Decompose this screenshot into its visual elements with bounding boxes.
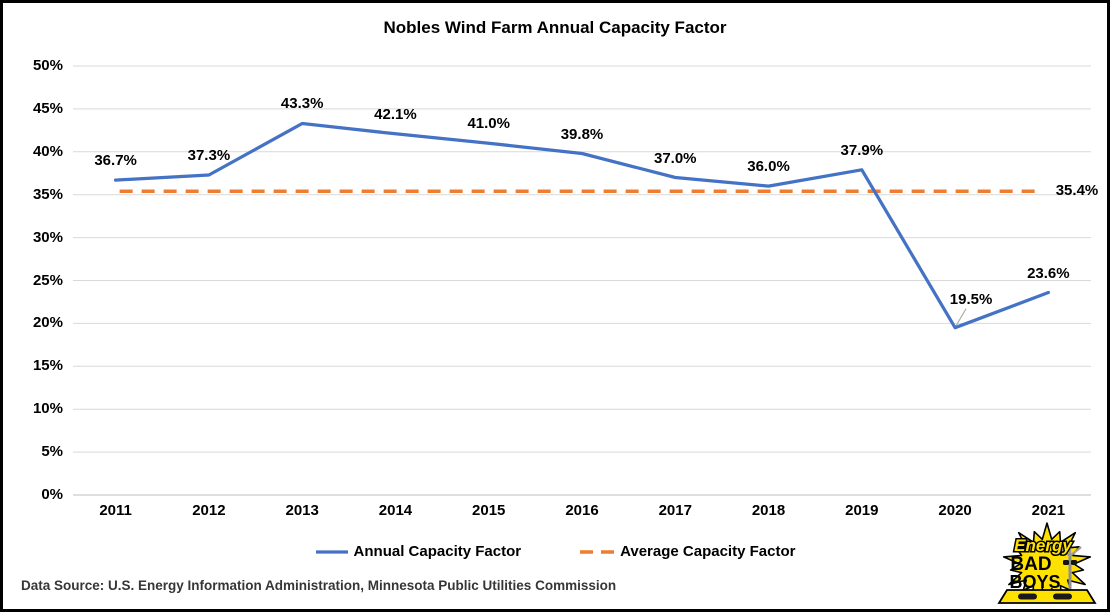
x-axis-label: 2012 bbox=[192, 502, 226, 519]
y-axis-tick-label: 50% bbox=[32, 57, 63, 74]
data-label-leader-line bbox=[955, 308, 967, 326]
data-label: 37.3% bbox=[187, 146, 231, 164]
y-axis-tick-label: 45% bbox=[32, 99, 63, 117]
legend-label-average: Average Capacity Factor bbox=[620, 543, 796, 560]
sunglasses-icon bbox=[1071, 560, 1077, 565]
data-label: 41.0% bbox=[467, 115, 510, 133]
y-axis-tick-label: 5% bbox=[41, 443, 63, 461]
average-value-label: 35.4% bbox=[1055, 182, 1099, 200]
x-axis-label: 2016 bbox=[565, 502, 599, 519]
x-axis-label: 2013 bbox=[285, 502, 319, 519]
y-axis-tick-label: 25% bbox=[32, 271, 63, 289]
legend-label-annual: Annual Capacity Factor bbox=[353, 543, 522, 560]
data-label: 43.3% bbox=[280, 95, 324, 113]
x-axis-label: 2017 bbox=[658, 502, 692, 519]
legend: Annual Capacity Factor Average Capacity … bbox=[3, 542, 1107, 562]
data-source-note: Data Source: U.S. Energy Information Adm… bbox=[21, 578, 617, 593]
x-axis-label: 2015 bbox=[472, 502, 506, 519]
logo-text-boys: BOYS bbox=[1009, 572, 1060, 592]
data-label: 42.1% bbox=[374, 105, 417, 123]
logo-text-bad: BAD bbox=[1010, 554, 1051, 575]
logo-text-energy: Energy bbox=[1014, 536, 1073, 555]
turntable-icon bbox=[1018, 593, 1037, 600]
x-axis-label: 2021 bbox=[1031, 502, 1066, 519]
sunglasses-icon bbox=[1063, 560, 1069, 565]
data-label: 23.6% bbox=[1027, 264, 1070, 282]
x-axis-label: 2020 bbox=[938, 502, 972, 519]
y-axis-tick-label: 20% bbox=[32, 314, 63, 332]
y-axis-tick-label: 40% bbox=[32, 142, 63, 160]
legend-item-annual-capacity-factor: Annual Capacity Factor bbox=[315, 542, 522, 562]
data-label: 36.0% bbox=[747, 158, 790, 176]
x-axis-label: 2019 bbox=[845, 502, 879, 519]
data-label: 37.0% bbox=[653, 149, 697, 167]
y-axis-tick-label: 0% bbox=[41, 486, 63, 503]
y-axis-tick-label: 15% bbox=[32, 357, 63, 375]
y-axis-tick-label: 35% bbox=[32, 185, 63, 203]
chart-title: Nobles Wind Farm Annual Capacity Factor bbox=[383, 18, 727, 37]
dj-deck-icon bbox=[997, 589, 1097, 604]
data-label: 19.5% bbox=[949, 290, 993, 308]
turntable-icon bbox=[1053, 593, 1072, 600]
x-axis-label: 2011 bbox=[99, 502, 132, 519]
annual-capacity-factor-line bbox=[113, 121, 1051, 330]
y-axis-tick-label: 10% bbox=[32, 400, 63, 418]
turbine-blade-icon bbox=[1069, 546, 1082, 557]
solid-line-swatch-icon bbox=[315, 550, 348, 554]
data-label: 36.7% bbox=[94, 152, 137, 170]
y-axis-tick-label: 30% bbox=[32, 228, 63, 246]
turbine-blade-icon bbox=[1058, 546, 1071, 557]
data-label: 37.9% bbox=[840, 141, 884, 159]
data-label: 39.8% bbox=[560, 125, 604, 143]
legend-item-average-capacity-factor: Average Capacity Factor bbox=[579, 542, 795, 562]
plot-area bbox=[73, 65, 1091, 496]
x-axis-label: 2014 bbox=[378, 502, 413, 519]
x-axis-label: 2018 bbox=[751, 502, 786, 519]
dashed-line-swatch-icon bbox=[580, 550, 615, 554]
